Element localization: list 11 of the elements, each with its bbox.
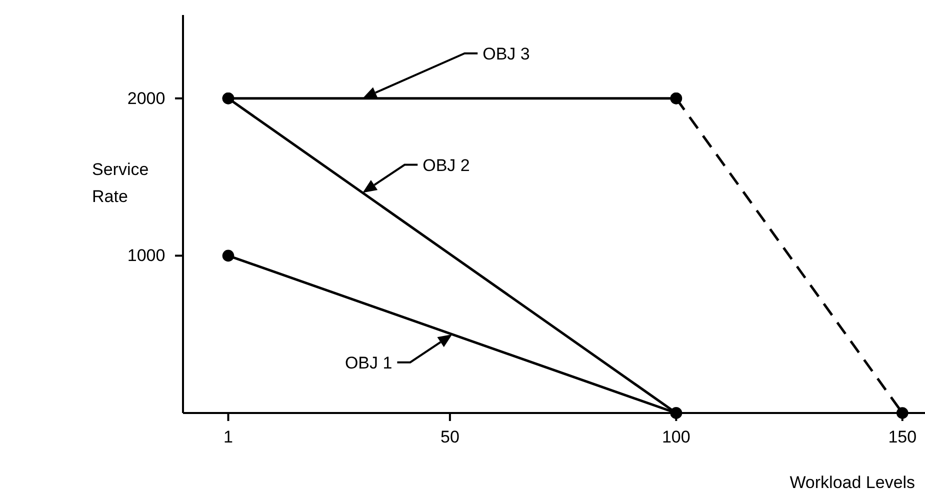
x-tick-label: 150 [888,428,917,447]
y-tick-label: 2000 [127,88,166,108]
x-axis-title: Workload Levels [790,473,916,492]
x-tick-label: 50 [440,428,460,447]
y-axis-title: Service Rate [92,160,149,206]
x-tick-label: 1 [224,428,233,447]
legend-label: OBJ 2 [422,156,470,175]
y-tick-label: 1000 [127,246,166,266]
x-tick-label: 100 [662,428,690,447]
text: OBJ 3 [482,44,530,64]
text: OBJ 1 [344,353,392,372]
